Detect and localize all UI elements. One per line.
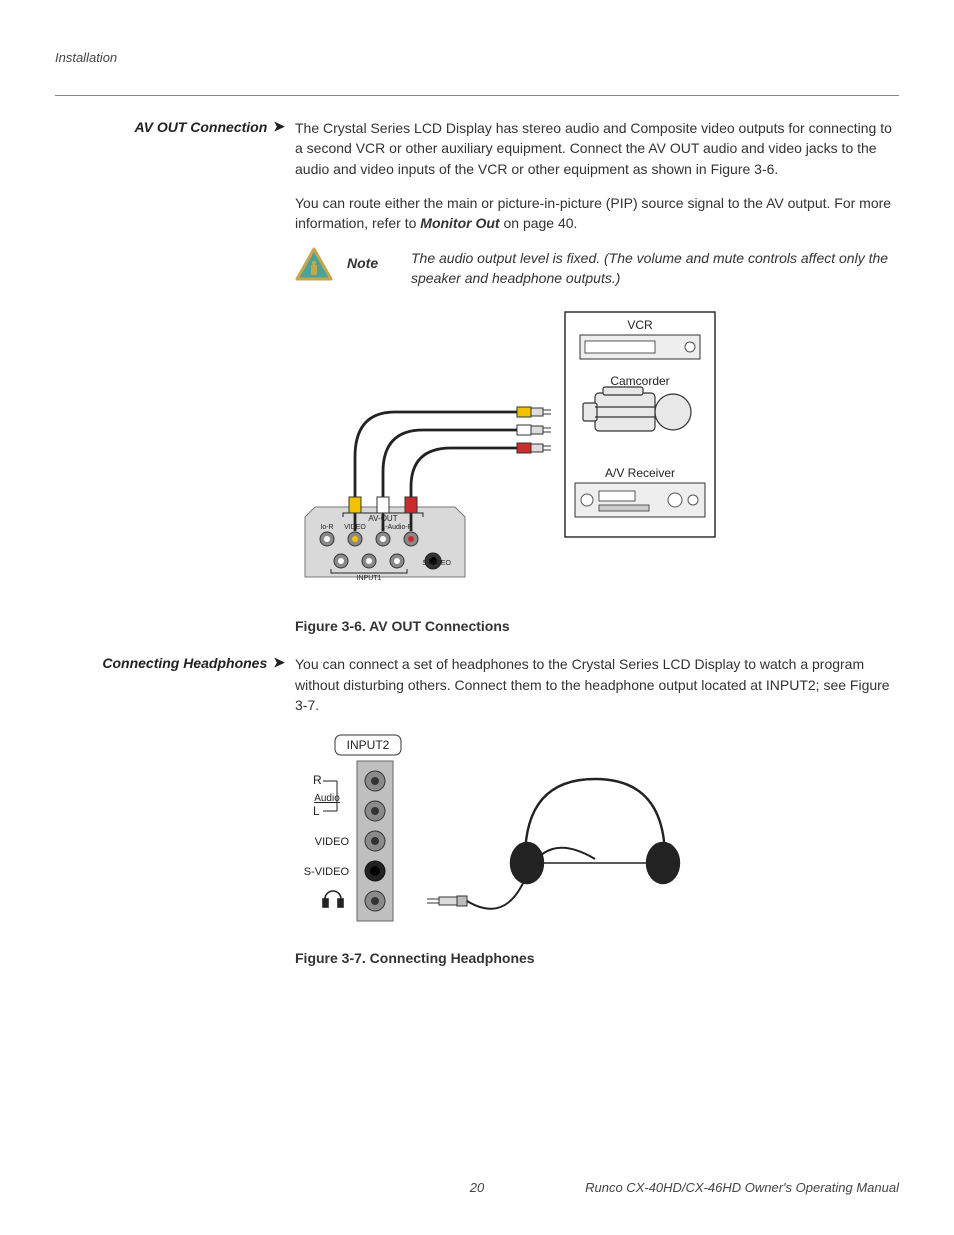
avout-arrow-icon: ➤ xyxy=(273,118,285,135)
fig1-svideo-label: S-VIDEO xyxy=(422,560,451,567)
fig1-laudior-label: L-Audio-R xyxy=(381,524,413,531)
fig2-audio-label: Audio xyxy=(314,793,340,804)
avout-para2-bold: Monitor Out xyxy=(420,215,499,231)
section-avout: AV OUT Connection ➤ The Crystal Series L… xyxy=(55,118,899,644)
footer-title: Runco CX-40HD/CX-46HD Owner's Operating … xyxy=(585,1180,899,1195)
headphones-arrow-icon: ➤ xyxy=(273,654,285,671)
fig1-vcr-label: VCR xyxy=(627,318,653,332)
section-headphones: Connecting Headphones ➤ You can connect … xyxy=(55,654,899,976)
figure-3-7-diagram: INPUT2 R Audio L VIDEO xyxy=(295,729,899,934)
fig1-rca-plugs xyxy=(517,407,551,453)
fig2-svideo-label: S-VIDEO xyxy=(304,866,350,878)
fig1-avreceiver-label: A/V Receiver xyxy=(605,466,675,480)
fig1-camcorder-label: Camcorder xyxy=(610,374,669,388)
note-text: The audio output level is fixed. (The vo… xyxy=(411,247,899,288)
headphones-heading: Connecting Headphones ➤ xyxy=(102,654,285,671)
fig1-ior-label: Io-R xyxy=(320,524,333,531)
fig2-headphones-icon xyxy=(511,779,679,883)
avout-para2b: on page 40. xyxy=(500,215,578,231)
note-row: Note The audio output level is fixed. (T… xyxy=(295,247,899,288)
headphones-para: You can connect a set of headphones to t… xyxy=(295,654,899,715)
note-triangle-icon xyxy=(295,247,333,286)
fig1-panel: AV-OUT Io-R VIDEO L-Audio-R S-VIDEO xyxy=(305,507,465,582)
page-footer: 20 Runco CX-40HD/CX-46HD Owner's Operati… xyxy=(55,1180,899,1195)
fig2-plug xyxy=(427,896,467,906)
avout-para2: You can route either the main or picture… xyxy=(295,193,899,234)
fig2-l-label: L xyxy=(313,804,320,818)
headphones-heading-text: Connecting Headphones xyxy=(102,655,267,671)
figure-3-6-caption: Figure 3-6. AV OUT Connections xyxy=(295,616,899,636)
fig2-r-label: R xyxy=(313,773,322,787)
fig1-input1-label: INPUT1 xyxy=(357,575,382,582)
fig2-video-label: VIDEO xyxy=(315,836,350,848)
page-number: 20 xyxy=(470,1180,484,1195)
avout-heading-text: AV OUT Connection xyxy=(135,119,268,135)
figure-3-7-caption: Figure 3-7. Connecting Headphones xyxy=(295,948,899,968)
avout-heading: AV OUT Connection ➤ xyxy=(135,118,285,135)
fig2-input2-label: INPUT2 xyxy=(347,738,390,752)
header-rule xyxy=(55,95,899,96)
avout-para1: The Crystal Series LCD Display has stere… xyxy=(295,118,899,179)
note-label: Note xyxy=(347,247,397,273)
figure-3-6-diagram: VCR Camcorder A/V Receiver xyxy=(295,307,899,602)
avout-para2a: You can route either the main or picture… xyxy=(295,195,891,231)
header-section-label: Installation xyxy=(55,50,899,65)
